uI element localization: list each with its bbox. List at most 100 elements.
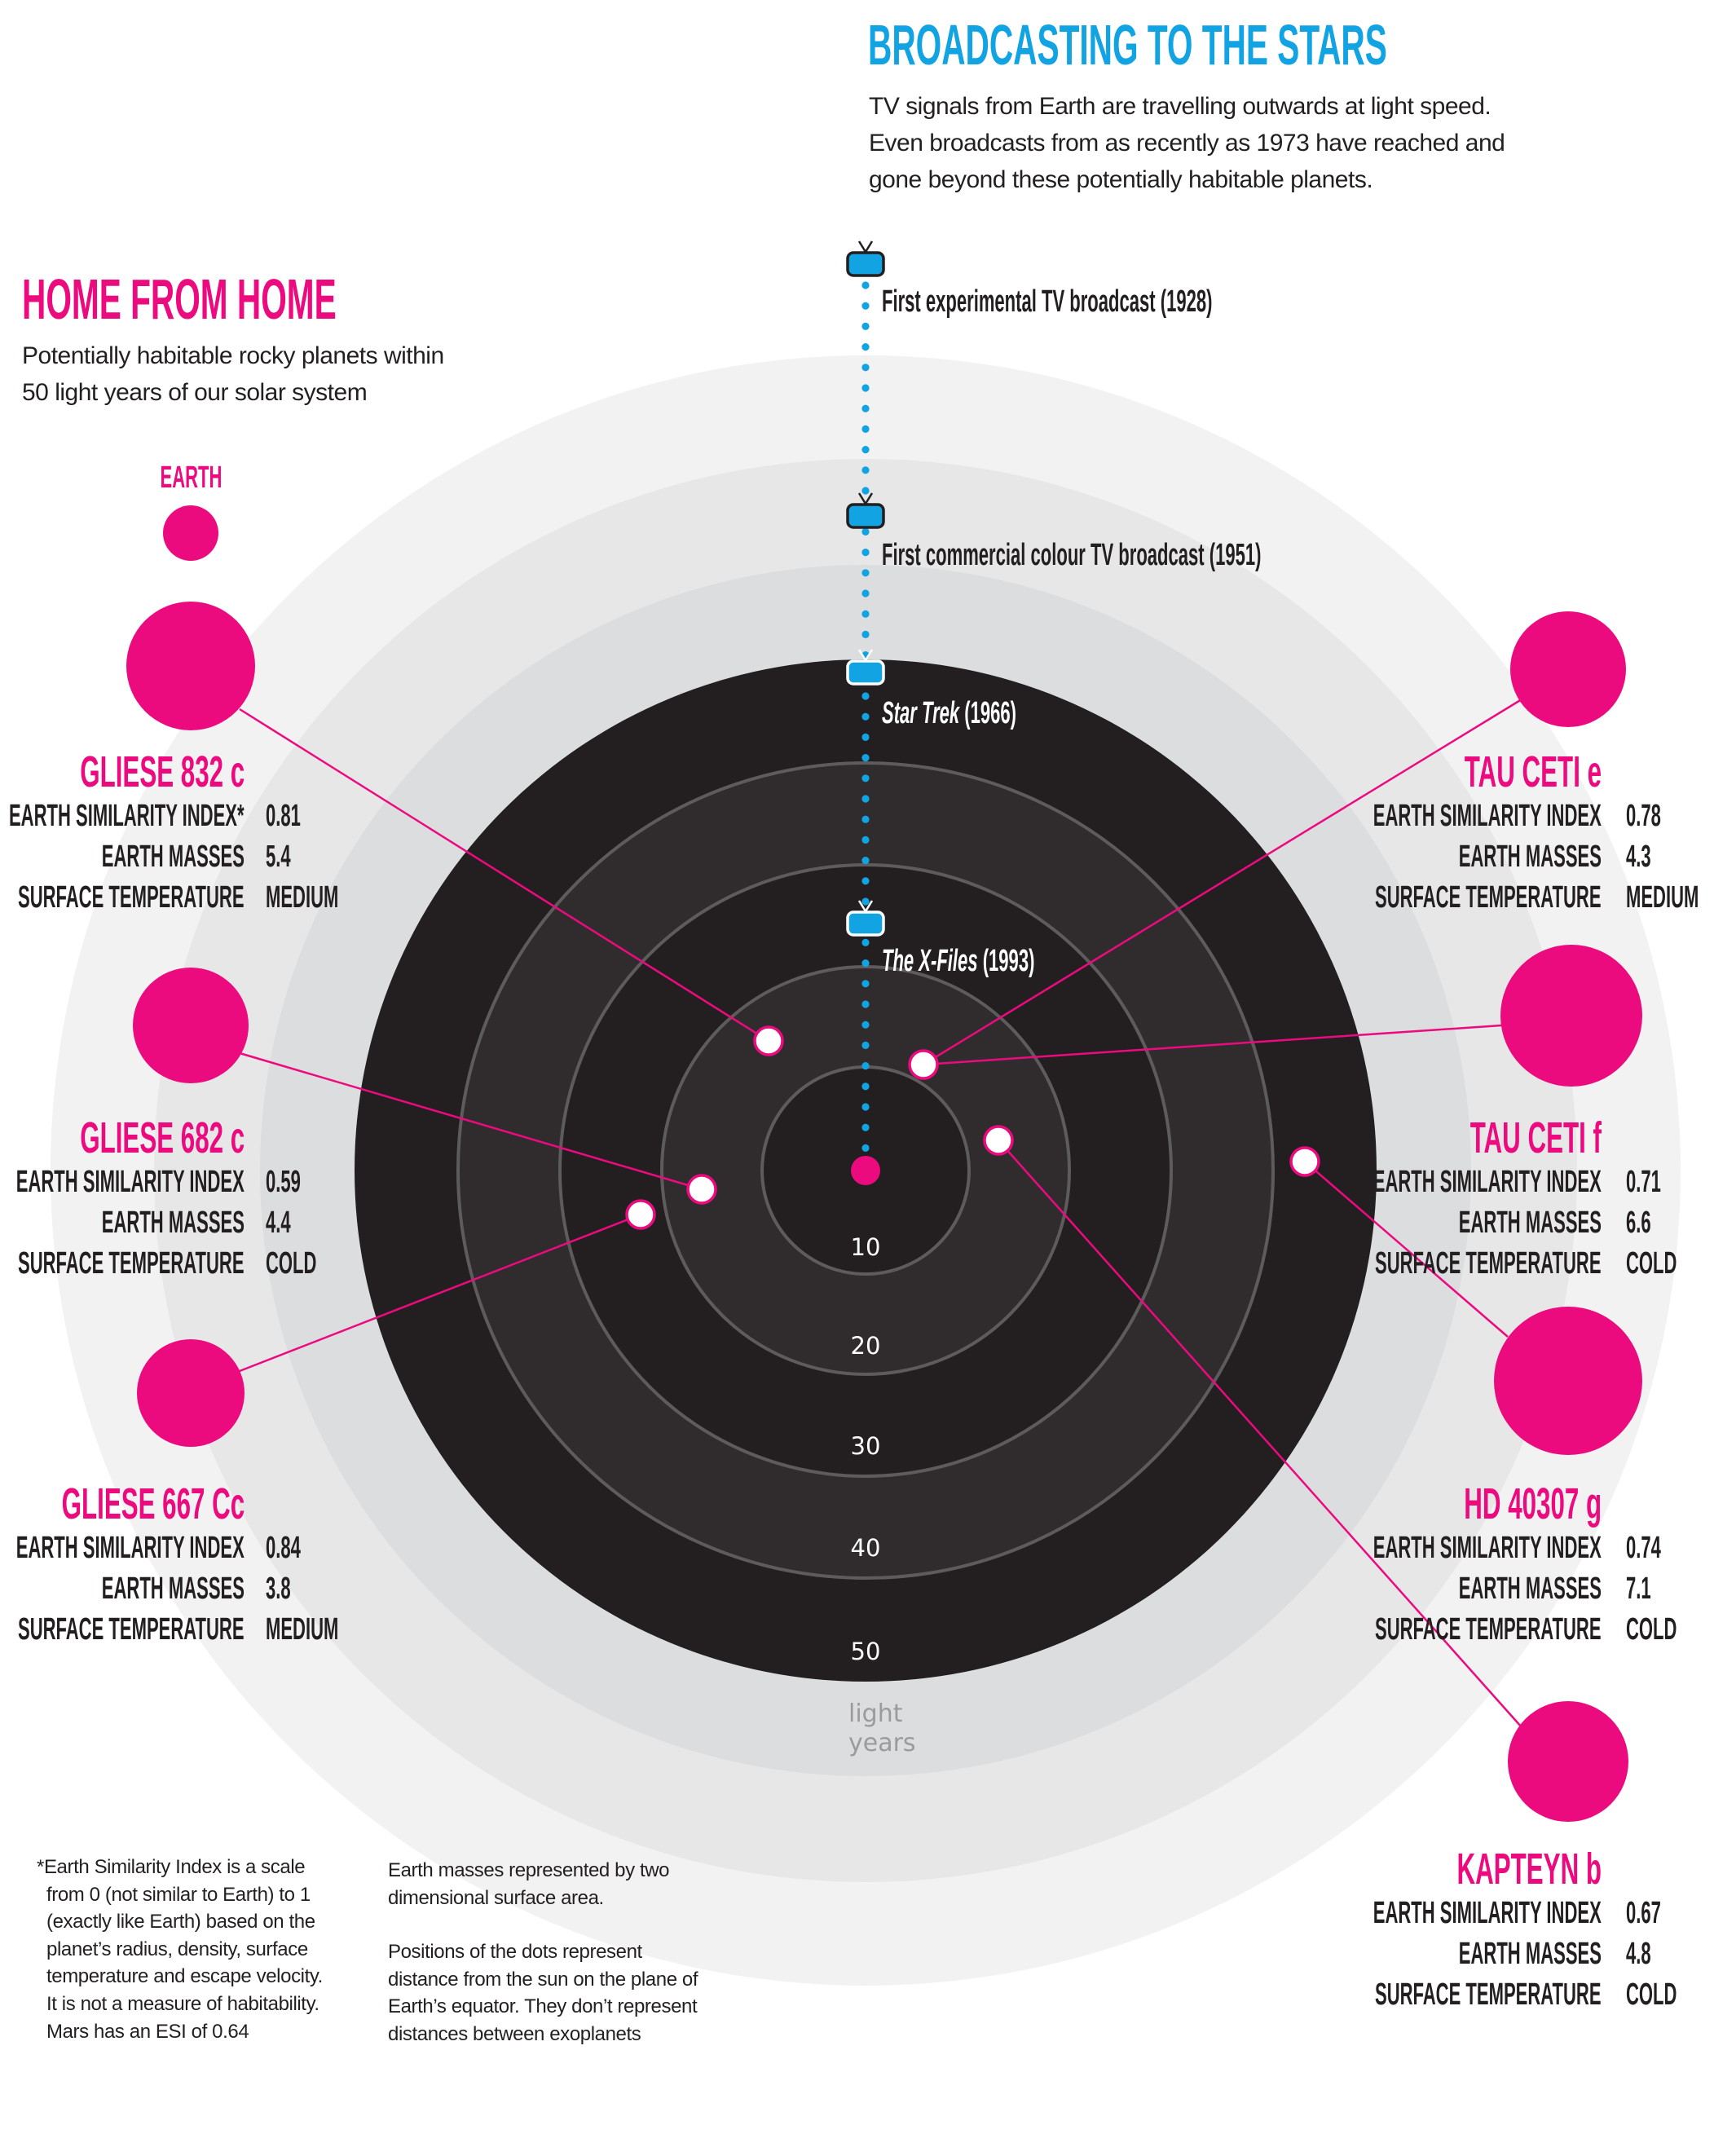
planet-stat-label: SURFACE TEMPERATURE <box>1211 882 1602 913</box>
planet-stat-label: EARTH SIMILARITY INDEX <box>0 1166 245 1197</box>
planet-stat-value: 5.4 <box>266 841 309 872</box>
planet-stat-value-text: 0.78 <box>1626 799 1661 833</box>
planet-stat-value: 3.8 <box>266 1573 309 1604</box>
planet-stat-label-text: EARTH SIMILARITY INDEX <box>1373 1165 1602 1199</box>
tv-icon <box>846 910 885 937</box>
signal-dot <box>861 589 870 597</box>
planet-stat-value-text: 3.8 <box>266 1572 291 1606</box>
planet-stat-value-text: COLD <box>1626 1246 1677 1281</box>
show-title: The X-Files <box>882 944 978 978</box>
planet-stat-label: EARTH SIMILARITY INDEX <box>1208 1898 1602 1929</box>
planet-stat-label: SURFACE TEMPERATURE <box>0 1614 245 1645</box>
planet-name-text: HD 40307 g <box>1464 1479 1602 1528</box>
planet-stat-label-text: SURFACE TEMPERATURE <box>1375 1977 1602 2012</box>
signal-dot <box>861 877 870 885</box>
planet-stat-value-text: COLD <box>1626 1977 1677 2012</box>
planet-stat-label-text: EARTH SIMILARITY INDEX* <box>9 799 245 833</box>
planet-name: KAPTEYN b <box>1352 1847 1602 1891</box>
signal-dot <box>861 1041 870 1049</box>
signal-dot <box>861 959 870 968</box>
planet-position-dot <box>908 1049 939 1080</box>
planet-stat-label: EARTH SIMILARITY INDEX <box>1208 800 1602 831</box>
signal-dot <box>861 774 870 783</box>
signal-dot <box>861 630 870 639</box>
planet-stat-value: 0.59 <box>266 1166 326 1197</box>
planet-name-text: TAU CETI e <box>1464 747 1602 796</box>
planet-stat-value: 0.81 <box>266 800 326 831</box>
scale-tick-label: 10 <box>850 1233 881 1261</box>
planet-stat-label-text: EARTH MASSES <box>1458 840 1602 874</box>
planet-stat-value: MEDIUM <box>1626 882 1714 913</box>
broadcast-intro: TV signals from Earth are travelling out… <box>869 88 1505 198</box>
signal-dot <box>861 1103 870 1111</box>
planet-name-text: GLIESE 832 c <box>80 747 245 796</box>
planet-stat-label-text: EARTH SIMILARITY INDEX <box>1373 799 1602 833</box>
planet-stat-label-text: EARTH MASSES <box>1458 1572 1602 1606</box>
scale-unit-label: light <box>848 1700 903 1728</box>
planet-stat-value-text: 0.67 <box>1626 1896 1661 1930</box>
planet-stat-label: SURFACE TEMPERATURE <box>1211 1614 1602 1645</box>
planet-stat-value-text: MEDIUM <box>266 1612 339 1647</box>
planet-stat-label-text: EARTH SIMILARITY INDEX <box>1373 1531 1602 1565</box>
tv-antenna-icon <box>857 240 874 254</box>
planet-stat-label-text: EARTH MASSES <box>1458 1206 1602 1240</box>
planet-size-circle <box>126 602 255 730</box>
earth-label: EARTH <box>109 462 272 493</box>
planet-position-dot <box>686 1174 717 1205</box>
scale-tick-label: 20 <box>850 1332 881 1360</box>
planet-stat-value-text: 0.81 <box>266 799 301 833</box>
signal-dot <box>861 754 870 762</box>
signal-dot <box>861 815 870 823</box>
planet-name-text: GLIESE 682 c <box>80 1113 245 1162</box>
planet-stat-value: COLD <box>266 1248 354 1279</box>
planet-stat-value-text: 0.84 <box>266 1531 301 1565</box>
planet-stat-value-text: COLD <box>1626 1612 1677 1647</box>
signal-dot <box>861 322 870 330</box>
planet-size-circle <box>133 968 249 1083</box>
signal-dot <box>861 364 870 372</box>
tv-icon <box>846 659 885 686</box>
note-line: distances between exoplanets <box>388 2022 641 2045</box>
planet-stat-label: EARTH MASSES <box>1355 1207 1602 1238</box>
planet-name: HD 40307 g <box>1364 1482 1602 1526</box>
signal-dot <box>861 1082 870 1091</box>
planet-stat-value: 4.3 <box>1626 841 1669 872</box>
planet-stat-value: 0.78 <box>1626 800 1686 831</box>
connector-line <box>239 1052 703 1191</box>
planet-stat-value-text: 6.6 <box>1626 1206 1651 1240</box>
planet-stat-value: 0.67 <box>1626 1898 1686 1929</box>
planet-stat-label-text: EARTH SIMILARITY INDEX <box>15 1531 245 1565</box>
planet-stat-label-text: EARTH MASSES <box>101 840 245 874</box>
note-line: *Earth Similarity Index is a scale <box>37 1856 306 1878</box>
planet-stat-value: 7.1 <box>1626 1573 1669 1604</box>
note-line: planet’s radius, density, surface <box>46 1938 308 1960</box>
scale-tick-label: 40 <box>850 1534 881 1562</box>
signal-dot <box>861 897 870 906</box>
planet-stat-value: 0.71 <box>1626 1166 1686 1197</box>
broadcast-title-text: BROADCASTING TO THE STARS <box>868 13 1387 77</box>
sun-dot <box>851 1156 880 1185</box>
signal-dot <box>861 733 870 742</box>
planet-stat-value-text: COLD <box>266 1246 317 1281</box>
signal-dot <box>861 980 870 988</box>
planet-stat-value: 4.8 <box>1626 1938 1669 1969</box>
planet-stat-value-text: MEDIUM <box>266 880 339 915</box>
planet-name: TAU CETI f <box>1375 1116 1602 1160</box>
scale-unit-label: years <box>848 1729 916 1757</box>
planet-name-text: KAPTEYN b <box>1456 1845 1602 1894</box>
planet-position-dot <box>983 1125 1014 1156</box>
signal-dot <box>861 527 870 536</box>
signal-dot <box>861 302 870 310</box>
milestone-label: The X-Files (1993) <box>882 946 1145 977</box>
planet-stat-label: EARTH SIMILARITY INDEX <box>1208 1532 1602 1563</box>
planet-stat-value-text: 0.71 <box>1626 1165 1661 1199</box>
earth-label-text: EARTH <box>160 461 222 495</box>
signal-dot <box>861 343 870 351</box>
broadcast-title: BROADCASTING TO THE STARS <box>868 16 1714 73</box>
signal-dot <box>861 1000 870 1008</box>
home-title-text: HOME FROM HOME <box>22 267 337 331</box>
signal-dot <box>861 569 870 577</box>
signal-dot <box>861 610 870 618</box>
milestone-label: First experimental TV broadcast (1928) <box>882 286 1452 317</box>
planet-size-circle <box>1500 945 1642 1087</box>
